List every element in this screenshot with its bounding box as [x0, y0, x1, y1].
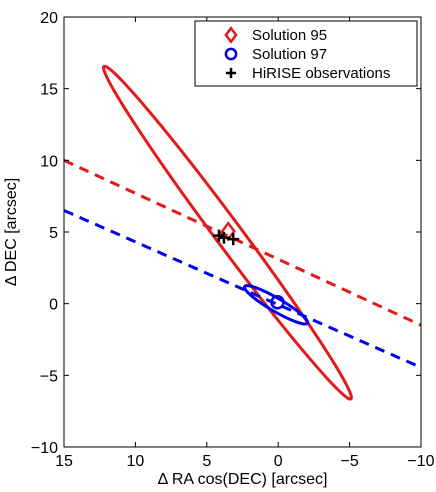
- y-tick-label: −10: [31, 440, 58, 457]
- marker-plus-1: [217, 231, 230, 244]
- marker-circle-0: [270, 294, 285, 310]
- error-ellipse-1: [242, 284, 310, 326]
- x-axis-label: Δ RA cos(DEC) [arcsec]: [158, 471, 328, 488]
- legend: Solution 95 Solution 97 HiRISE observation…: [194, 20, 418, 87]
- x-tick-label: 0: [274, 453, 283, 470]
- y-tick-label: 20: [40, 10, 58, 27]
- x-tick-label: −10: [407, 453, 434, 470]
- series-group: [64, 64, 421, 401]
- plot-area: [64, 64, 421, 401]
- legend-marker-plus: [225, 67, 237, 79]
- y-tick-label: 5: [49, 225, 58, 242]
- dashed-line-2: [64, 158, 421, 327]
- y-tick-label: −5: [40, 368, 58, 385]
- y-axis-label: Δ DEC [arcsec]: [3, 178, 20, 287]
- dashed-line-3: [64, 209, 421, 369]
- legend-marker-diamond: [224, 26, 238, 44]
- y-tick-label: 15: [40, 82, 58, 99]
- x-tick-label: 10: [127, 453, 145, 470]
- legend-marker-circle: [224, 47, 238, 61]
- x-tick-label: 15: [55, 453, 73, 470]
- marker-plus-2: [227, 233, 240, 246]
- x-tick-label: 5: [202, 453, 211, 470]
- error-ellipse-0: [102, 64, 353, 401]
- legend-label: Solution 97: [252, 46, 327, 63]
- y-tick-label: 0: [49, 297, 58, 314]
- y-tick-label: 10: [40, 153, 58, 170]
- legend-label: HiRISE observations: [252, 65, 390, 82]
- legend-label: Solution 95: [252, 27, 327, 44]
- axes: 15 10 5 0 −5 −10 20 15 10 5 0 −5 −10: [31, 10, 435, 470]
- x-tick-label: −5: [340, 453, 358, 470]
